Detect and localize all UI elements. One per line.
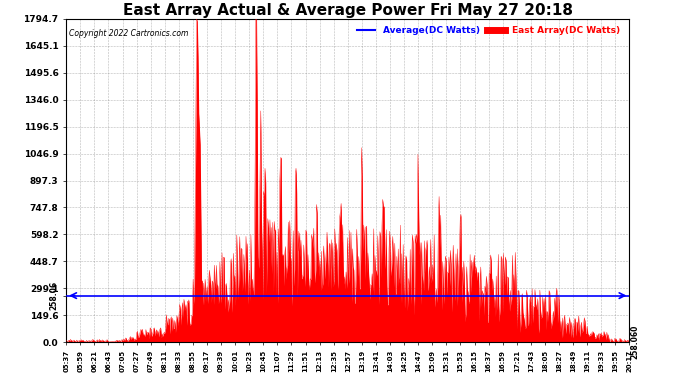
Title: East Array Actual & Average Power Fri May 27 20:18: East Array Actual & Average Power Fri Ma… [123,3,573,18]
Text: Copyright 2022 Cartronics.com: Copyright 2022 Cartronics.com [69,28,188,38]
Text: 258.060: 258.060 [630,325,639,359]
Legend: Average(DC Watts), East Array(DC Watts): Average(DC Watts), East Array(DC Watts) [354,22,624,38]
